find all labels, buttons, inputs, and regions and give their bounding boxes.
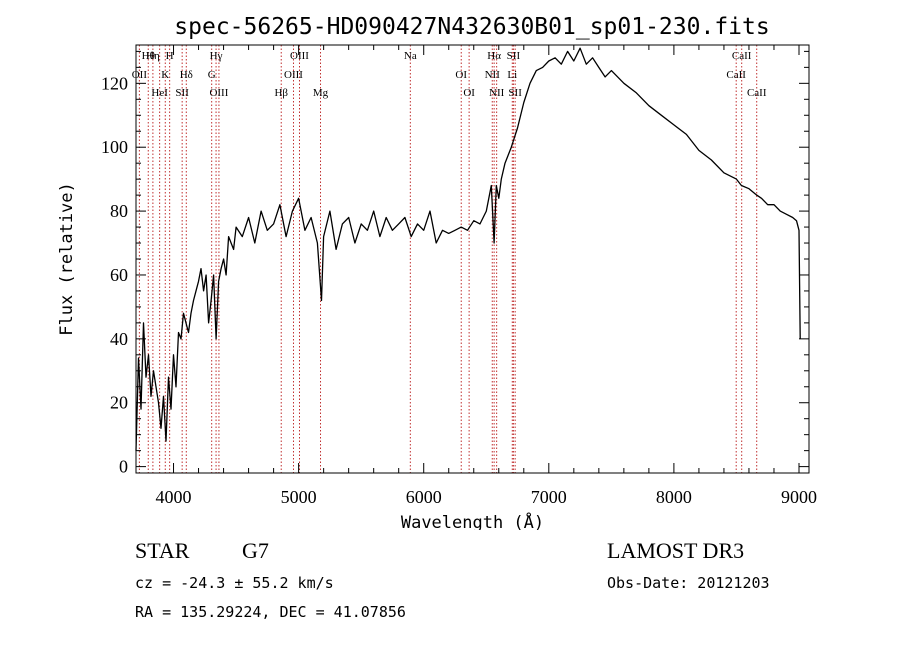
spectral-line-label: Hη: [146, 50, 160, 62]
spectral-line-label: CaII: [747, 87, 767, 99]
x-tick-label: 9000: [781, 487, 817, 507]
spectral-line-markers: [138, 45, 758, 473]
observation-date: Obs-Date: 20121203: [607, 574, 770, 592]
axis-ticks: 4000 5000 6000 7000 8000 9000 0 20 40 60 80 100 120: [101, 45, 817, 507]
spectral-line-label: SII: [508, 87, 522, 99]
spectral-line-label: Hβ: [274, 87, 288, 99]
x-axis-label: Wavelength (Å): [401, 511, 544, 530]
spectral-line-label: H: [166, 50, 174, 62]
plot-frame: [135, 44, 810, 474]
x-tick-label: 7000: [531, 487, 567, 507]
x-tick-label: 5000: [281, 487, 317, 507]
spectral-line-label: Hα: [487, 50, 501, 62]
spectral-line-label: G: [208, 69, 216, 81]
y-tick-label: 80: [110, 201, 128, 221]
spectral-line-label: Hγ: [210, 50, 223, 62]
spectral-line-label: Na: [404, 50, 417, 62]
y-tick-label: 60: [110, 265, 128, 285]
spectral-line-label: Mg: [313, 87, 329, 99]
object-class: STAR: [135, 538, 190, 563]
flux-line: [135, 47, 801, 451]
y-tick-label: 120: [101, 73, 128, 93]
x-tick-label: 4000: [156, 487, 192, 507]
spectral-line-label: HeI: [151, 87, 168, 99]
y-axis-label: Flux (relative): [57, 182, 77, 336]
spectral-line-label: NII: [489, 87, 505, 99]
spectral-line-label: OI: [463, 87, 475, 99]
x-tick-label: 6000: [406, 487, 442, 507]
spectral-line-label: OI: [455, 69, 467, 81]
spectral-line-label: Hδ: [180, 69, 193, 81]
spectral-line-label: CaII: [726, 69, 746, 81]
survey-name: LAMOST DR3: [607, 538, 745, 563]
spectral-line-label: SII: [175, 87, 189, 99]
redshift-velocity: cz = -24.3 ± 55.2 km/s: [135, 574, 334, 592]
sky-coordinates: RA = 135.29224, DEC = 41.07856: [135, 603, 406, 621]
y-tick-label: 100: [101, 137, 128, 157]
spectral-line-label: CaII: [732, 50, 752, 62]
spectral-line-label: OIII: [209, 87, 228, 99]
chart-title: spec-56265-HD090427N432630B01_sp01-230.f…: [174, 14, 769, 40]
spectrum-chart: spec-56265-HD090427N432630B01_sp01-230.f…: [57, 14, 817, 530]
object-subclass: G7: [242, 538, 269, 563]
spectral-line-label: Li: [507, 69, 517, 81]
spectral-line-label: OII: [132, 69, 148, 81]
x-tick-label: 8000: [656, 487, 692, 507]
spectral-line-label: SII: [507, 50, 521, 62]
y-tick-label: 20: [110, 393, 128, 413]
flux-series: [135, 47, 801, 451]
spectral-line-label: K: [161, 69, 169, 81]
spectral-line-label: NII: [485, 69, 501, 81]
spectral-line-label: OIII: [290, 50, 309, 62]
spectral-line-label: Hθ: [142, 50, 155, 62]
y-tick-label: 0: [119, 457, 128, 477]
y-tick-label: 40: [110, 329, 128, 349]
spectral-line-label: OIII: [284, 69, 303, 81]
